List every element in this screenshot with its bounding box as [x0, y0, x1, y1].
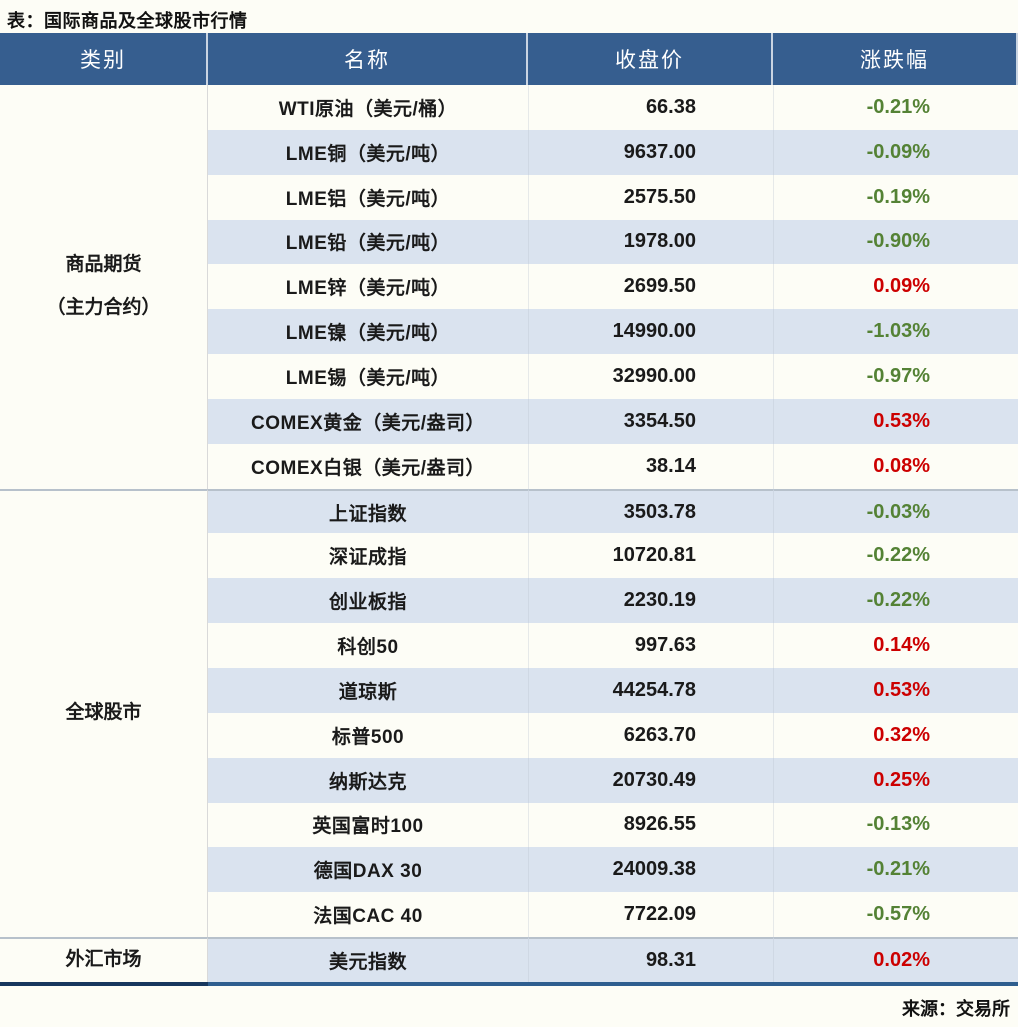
instrument-name: 美元指数 — [208, 937, 528, 982]
close-price: 1978.00 — [528, 219, 773, 265]
instrument-name: LME锡（美元/吨） — [285, 367, 451, 389]
instrument-name: LME铜（美元/吨） — [208, 129, 528, 175]
category-cell: 商品期货 （主力合约） — [0, 85, 208, 489]
instrument-name: 创业板指 — [208, 578, 528, 624]
change-percent: -0.03% — [773, 488, 1018, 534]
close-price: 14990.00 — [528, 309, 773, 355]
instrument-name: COMEX白银（美元/盎司） — [251, 457, 485, 479]
instrument-name: 法国CAC 40 — [313, 906, 423, 928]
close-price: 38.14 — [528, 443, 773, 489]
close-price: 20730.49 — [528, 757, 773, 803]
close-price: 6263.70 — [528, 712, 773, 758]
close-price: 2230.19 — [528, 578, 773, 624]
change-percent: 0.25% — [773, 757, 1018, 803]
instrument-name: LME镍（美元/吨） — [208, 309, 528, 355]
instrument-name: 上证指数 — [208, 488, 528, 534]
close-price: 3354.50 — [528, 398, 773, 444]
instrument-name: 德国DAX 30 — [208, 847, 528, 893]
instrument-name: 纳斯达克 — [208, 757, 528, 803]
change-percent: 0.32% — [773, 712, 1018, 758]
instrument-name: WTI原油（美元/桶） — [278, 98, 458, 120]
category-cell: 全球股市 — [0, 488, 208, 938]
source-note: 来源：交易所 — [902, 998, 1010, 1019]
close-price: 44254.78 — [528, 667, 773, 713]
instrument-name: LME铝（美元/吨） — [285, 188, 451, 210]
instrument-name: 标普500 — [331, 726, 405, 748]
close-price: 3503.78 — [528, 488, 773, 534]
market-table: 类别 名称 收盘价 涨跌幅 商品期货 （主力合约） WTI原油（美元/桶） 66.3… — [0, 33, 1018, 982]
table-title: 表：国际商品及全球股市行情 — [7, 11, 248, 31]
close-price: 32990.00 — [528, 354, 773, 399]
change-percent: -0.19% — [773, 174, 1018, 220]
table-bottom-border — [0, 981, 1018, 986]
change-percent: 0.53% — [773, 398, 1018, 444]
instrument-name: 深证成指 — [328, 547, 407, 569]
change-percent: 0.09% — [773, 264, 1018, 310]
close-price: 2575.50 — [528, 174, 773, 220]
close-price: 9637.00 — [528, 129, 773, 175]
close-price: 24009.38 — [528, 847, 773, 893]
instrument-name: 英国富时100 — [312, 816, 424, 838]
change-percent: -0.22% — [773, 533, 1018, 579]
header-category: 类别 — [0, 33, 208, 85]
change-percent: -0.21% — [773, 847, 1018, 893]
change-percent: 0.02% — [773, 937, 1018, 982]
close-price: 2699.50 — [528, 264, 773, 310]
change-percent: -1.03% — [773, 309, 1018, 355]
close-price: 7722.09 — [528, 892, 773, 938]
category-cell: 外汇市场 — [0, 937, 208, 982]
change-percent: 0.08% — [773, 443, 1018, 489]
close-price: 997.63 — [528, 623, 773, 668]
header-change-percent: 涨跌幅 — [773, 33, 1018, 85]
close-price: 10720.81 — [528, 533, 773, 579]
close-price: 8926.55 — [528, 802, 773, 848]
change-percent: -0.13% — [773, 802, 1018, 848]
header-close-price: 收盘价 — [528, 33, 773, 85]
instrument-name: LME铅（美元/吨） — [208, 219, 528, 265]
change-percent: -0.09% — [773, 129, 1018, 175]
change-percent: -0.97% — [773, 354, 1018, 399]
change-percent: 0.53% — [773, 667, 1018, 713]
change-percent: -0.21% — [773, 85, 1018, 130]
change-percent: 0.14% — [773, 623, 1018, 668]
close-price: 66.38 — [528, 85, 773, 130]
change-percent: -0.57% — [773, 892, 1018, 938]
close-price: 98.31 — [528, 937, 773, 982]
instrument-name: 科创50 — [337, 637, 399, 659]
instrument-name: 道琼斯 — [208, 667, 528, 713]
instrument-name: LME锌（美元/吨） — [285, 278, 451, 300]
instrument-name: COMEX黄金（美元/盎司） — [208, 398, 528, 444]
change-percent: -0.90% — [773, 219, 1018, 265]
header-name: 名称 — [208, 33, 528, 85]
change-percent: -0.22% — [773, 578, 1018, 624]
